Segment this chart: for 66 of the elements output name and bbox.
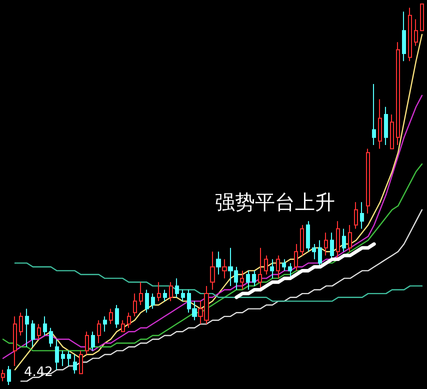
candlestick [133,293,137,317]
candlestick [55,338,59,370]
candlestick [306,220,310,252]
candlestick [181,289,185,302]
candlestick [288,262,292,279]
candlestick [222,258,227,279]
candlestick [384,106,388,146]
candlestick [324,232,328,256]
candlestick [312,244,316,260]
annotation: 4.42 [24,365,53,380]
candlestick [300,224,304,256]
candlestick [330,232,334,260]
candlestick [366,148,370,214]
candlestick [145,289,149,314]
candlestick [360,202,364,230]
candlestick [175,278,179,298]
candlestick [157,282,161,302]
candlestick [372,84,376,146]
candlestick [127,312,131,328]
candlestick [67,350,71,366]
candlestick [31,320,35,348]
candlestick [342,228,346,252]
candlestick [43,316,47,336]
candlestick [408,7,412,62]
candlestick [91,331,95,352]
candlestick [354,202,358,230]
candlestick [169,282,173,302]
candlestick [151,293,155,310]
candlestick [163,289,167,302]
candlestick [258,247,262,290]
candlestick [210,251,215,290]
candlestick [264,254,268,276]
candlestick [121,320,125,332]
candlestick [49,327,53,348]
candlestick [270,258,274,279]
candlestick [252,270,256,286]
candlestick [294,244,298,272]
annotation: 强势平台上升 [215,190,335,214]
candlestick [396,42,400,146]
candlestick [7,365,11,386]
candlestick [348,224,352,252]
candlestick [246,270,250,290]
candlestick [97,320,101,344]
candlestick [139,282,143,306]
candlestick [85,331,89,356]
candlestick [79,350,83,374]
candlestick [19,312,23,336]
candlestick [240,270,244,290]
candlestick [13,316,17,366]
candlestick [414,18,418,46]
candlestick [103,316,107,332]
candlestick [109,308,113,325]
candlestick [73,354,77,374]
candlestick [390,114,394,150]
candlestick [282,258,286,272]
candlestick [378,98,382,150]
candlestick [61,350,65,366]
candlestick [420,4,424,32]
candlestick [276,254,280,279]
candlestick [318,240,322,268]
candlestick [216,251,221,276]
candlestick [115,304,119,328]
candlestick [336,220,340,260]
candlestick [25,308,29,348]
candlestick [37,324,41,340]
candlestick [402,11,406,62]
